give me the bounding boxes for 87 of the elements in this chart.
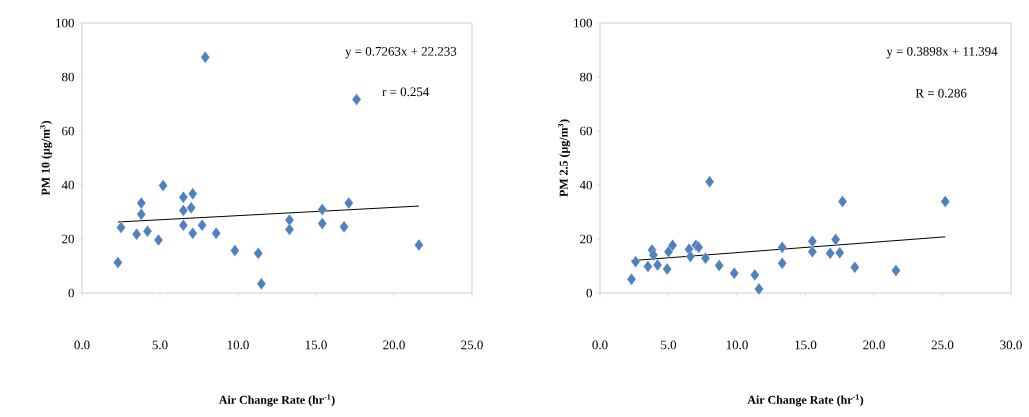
point — [662, 262, 672, 276]
point — [186, 201, 196, 214]
point — [750, 268, 760, 282]
point — [648, 248, 659, 262]
x-tick-label: 30.0 — [1000, 340, 1022, 350]
x-tick-label: 10.0 — [726, 340, 748, 350]
y-axis-title: PM 2.5 (μg/m$^{3}$) — [557, 119, 571, 197]
point — [729, 267, 739, 280]
point — [754, 282, 764, 296]
y-tick-label: 100 — [56, 18, 74, 28]
point — [940, 195, 950, 208]
point — [891, 264, 901, 277]
point — [414, 238, 424, 252]
point — [777, 257, 787, 270]
annotation: R = 0.286 — [915, 88, 967, 98]
point — [630, 255, 641, 268]
point — [230, 244, 240, 257]
point — [113, 256, 123, 269]
annotation: y = 0.3898x + 11.394 — [886, 47, 998, 59]
y-tick-label: 80 — [580, 72, 592, 82]
y-tick-label: 60 — [580, 126, 592, 136]
point — [835, 246, 845, 259]
x-tick-label: 25.0 — [931, 340, 954, 350]
y-tick-label: 100 — [574, 18, 592, 28]
point — [317, 217, 327, 230]
point — [178, 219, 189, 232]
x-tick-label: 0.0 — [74, 340, 90, 350]
point — [200, 51, 210, 64]
point — [777, 241, 787, 254]
point — [284, 213, 295, 227]
annotation: y = 0.7263x + 22.233 — [345, 47, 457, 59]
point — [626, 273, 637, 286]
point — [116, 221, 126, 234]
point — [807, 235, 818, 248]
y-tick-label: 0 — [586, 288, 592, 298]
point — [351, 93, 362, 106]
y-tick-label: 40 — [61, 180, 74, 190]
annotation: r = 0.254 — [382, 87, 430, 97]
x-tick-label: 20.0 — [863, 340, 885, 350]
point — [643, 260, 653, 273]
point — [317, 203, 327, 216]
point — [850, 261, 860, 274]
point — [284, 223, 295, 236]
point — [837, 195, 848, 208]
point — [667, 239, 678, 252]
x-tick-label: 10.0 — [227, 340, 249, 350]
point — [178, 191, 189, 204]
y-tick-label: 40 — [579, 180, 592, 190]
x-tick-label: 20.0 — [383, 340, 405, 350]
y-tick-label: 20 — [62, 234, 74, 244]
point — [685, 250, 696, 263]
point — [714, 259, 724, 272]
point — [256, 277, 267, 290]
x-tick-label: 5.0 — [661, 340, 677, 350]
point — [807, 245, 818, 258]
point — [253, 247, 263, 260]
x-tick-label: 0.0 — [592, 340, 608, 350]
point — [188, 227, 198, 240]
point — [344, 196, 354, 210]
point — [197, 219, 207, 232]
point — [825, 247, 835, 260]
x-tick-label: 15.0 — [795, 340, 817, 350]
point — [700, 252, 711, 265]
point — [136, 196, 146, 210]
x-tick-label: 25.0 — [461, 340, 483, 350]
point — [131, 227, 142, 241]
point — [188, 187, 198, 200]
point — [142, 225, 153, 238]
y-tick-label: 80 — [62, 72, 74, 82]
point — [153, 233, 164, 247]
x-axis-title: Air Change Rate (hr$^{-1}$) — [218, 394, 335, 407]
x-axis-title: Air Change Rate (hr$^{-1}$) — [747, 394, 864, 407]
y-tick-label: 60 — [62, 126, 74, 136]
x-tick-label: 15.0 — [305, 340, 327, 350]
point — [211, 227, 221, 240]
point — [663, 245, 674, 258]
point — [178, 204, 189, 217]
y-axis-title: PM 10 (μg/m$^{3}$) — [39, 121, 53, 196]
point — [158, 179, 168, 192]
point — [136, 208, 146, 221]
y-tick-label: 20 — [580, 234, 592, 244]
point — [831, 233, 841, 246]
point — [704, 175, 715, 188]
point — [652, 258, 663, 272]
point — [339, 220, 349, 233]
y-tick-label: 0 — [68, 288, 74, 298]
x-tick-label: 5.0 — [152, 340, 168, 350]
